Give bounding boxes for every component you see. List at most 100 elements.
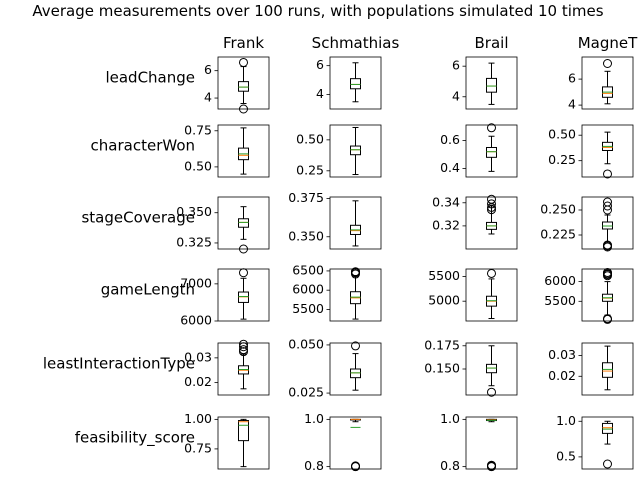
panel-frame bbox=[465, 124, 518, 178]
row-label: leadChange bbox=[105, 69, 195, 87]
panel-frame bbox=[329, 124, 382, 178]
panel: 0.25 0.50 bbox=[548, 124, 634, 179]
panel: 0.225 0.250 bbox=[540, 196, 634, 252]
panel: 46 bbox=[452, 56, 518, 110]
panel: 0.025 0.050 bbox=[288, 336, 382, 400]
y-tick-label: 5500 bbox=[428, 268, 460, 283]
column-title: Schmathias bbox=[312, 34, 400, 52]
outlier-point bbox=[603, 197, 612, 207]
panel: 0.5 1.0 bbox=[556, 413, 634, 470]
y-tick-label: 6000 bbox=[292, 282, 324, 297]
panel-frame bbox=[329, 416, 382, 470]
row-label: feasibility_score bbox=[75, 429, 195, 448]
y-tick-label: 4 bbox=[316, 86, 324, 101]
panel: 46 bbox=[316, 56, 382, 110]
panel: 46 bbox=[568, 56, 634, 112]
y-tick-label: 0.325 bbox=[176, 234, 212, 249]
panel: 0.8 1.0 bbox=[440, 411, 518, 473]
iqr-box bbox=[350, 145, 361, 156]
panel-frame bbox=[217, 416, 270, 470]
outlier-point bbox=[351, 267, 360, 277]
column-title: Frank bbox=[223, 34, 264, 52]
panel: 0.4 0.6 bbox=[440, 123, 518, 178]
panel: 0.350 0.375 bbox=[288, 190, 382, 250]
panel-frame bbox=[217, 56, 270, 110]
y-tick-label: 0.75 bbox=[184, 440, 212, 455]
y-tick-label: 0.8 bbox=[304, 458, 324, 473]
y-tick-label: 6 bbox=[316, 57, 324, 72]
panel: 46 bbox=[204, 56, 270, 114]
y-tick-label: 0.25 bbox=[296, 162, 324, 177]
outlier-point bbox=[603, 201, 612, 211]
y-tick-label: 0.50 bbox=[184, 158, 212, 173]
y-tick-label: 0.02 bbox=[548, 368, 576, 383]
y-tick-label: 0.5 bbox=[556, 448, 576, 463]
panel-grid: Frank Schmathias Brail MagneT leadChange char… bbox=[43, 34, 638, 473]
y-tick-label: 0.175 bbox=[424, 337, 460, 352]
panel-frame bbox=[581, 342, 634, 396]
panel-frame bbox=[581, 56, 634, 110]
outlier-point bbox=[487, 205, 496, 215]
panel: 0.325 0.350 bbox=[176, 196, 270, 254]
outlier-point bbox=[239, 57, 248, 67]
iqr-box bbox=[486, 146, 497, 158]
row-label: characterWon bbox=[91, 137, 195, 155]
panel: 0.150 0.175 bbox=[424, 337, 518, 397]
y-tick-label: 0.34 bbox=[432, 194, 460, 209]
y-tick-label: 1.0 bbox=[304, 411, 324, 426]
iqr-box bbox=[602, 362, 613, 378]
panel: 0.32 0.34 bbox=[432, 194, 518, 250]
y-tick-label: 0.32 bbox=[432, 217, 460, 232]
y-tick-label: 6 bbox=[568, 71, 576, 86]
y-tick-label: 0.8 bbox=[440, 458, 460, 473]
iqr-box bbox=[602, 422, 613, 434]
row-label: gameLength bbox=[101, 281, 195, 299]
y-tick-label: 4 bbox=[568, 97, 576, 112]
y-tick-label: 5500 bbox=[292, 301, 324, 316]
panel-frame bbox=[329, 196, 382, 250]
outlier-point bbox=[603, 268, 612, 278]
figure-title: Average measurements over 100 runs, with… bbox=[32, 2, 603, 20]
y-tick-label: 6 bbox=[452, 58, 460, 73]
y-tick-label: 0.375 bbox=[288, 190, 324, 205]
panel-frame bbox=[329, 342, 382, 396]
panel: 5500 6000 6500 bbox=[292, 262, 382, 322]
panel-frame bbox=[465, 196, 518, 250]
iqr-box bbox=[238, 218, 249, 228]
outlier-point bbox=[603, 240, 612, 250]
outlier-point bbox=[487, 199, 496, 209]
panel-frame bbox=[581, 416, 634, 470]
y-tick-label: 0.250 bbox=[540, 202, 576, 217]
panel: 0.75 1.00 bbox=[184, 411, 270, 470]
y-tick-label: 6 bbox=[204, 62, 212, 77]
iqr-box bbox=[238, 81, 249, 92]
y-tick-label: 0.03 bbox=[184, 349, 212, 364]
y-tick-label: 0.350 bbox=[288, 228, 324, 243]
outlier-point bbox=[487, 268, 496, 278]
panel: 0.02 0.03 bbox=[184, 339, 270, 396]
outlier-point bbox=[239, 104, 248, 114]
panel: 6000 7000 bbox=[180, 268, 270, 328]
iqr-box bbox=[486, 77, 497, 93]
y-tick-label: 5500 bbox=[544, 293, 576, 308]
y-tick-label: 0.50 bbox=[296, 131, 324, 146]
y-tick-label: 0.4 bbox=[440, 160, 460, 175]
y-tick-label: 6500 bbox=[292, 262, 324, 277]
column-title: MagneT bbox=[578, 34, 638, 52]
outlier-point bbox=[351, 461, 360, 471]
y-tick-label: 0.025 bbox=[288, 385, 324, 400]
outlier-point bbox=[239, 268, 248, 278]
row-label: stageCoverage bbox=[81, 209, 195, 227]
y-tick-label: 1.0 bbox=[440, 411, 460, 426]
y-tick-label: 0.02 bbox=[184, 374, 212, 389]
iqr-box bbox=[238, 420, 249, 442]
outlier-point bbox=[239, 339, 248, 349]
panel: 0.8 1.0 bbox=[304, 411, 382, 473]
outlier-point bbox=[239, 244, 248, 254]
y-tick-label: 0.75 bbox=[184, 122, 212, 137]
outlier-point bbox=[487, 123, 496, 133]
outlier-point bbox=[603, 314, 612, 324]
y-tick-label: 4 bbox=[452, 88, 460, 103]
row-label: leastInteractionType bbox=[43, 355, 195, 373]
